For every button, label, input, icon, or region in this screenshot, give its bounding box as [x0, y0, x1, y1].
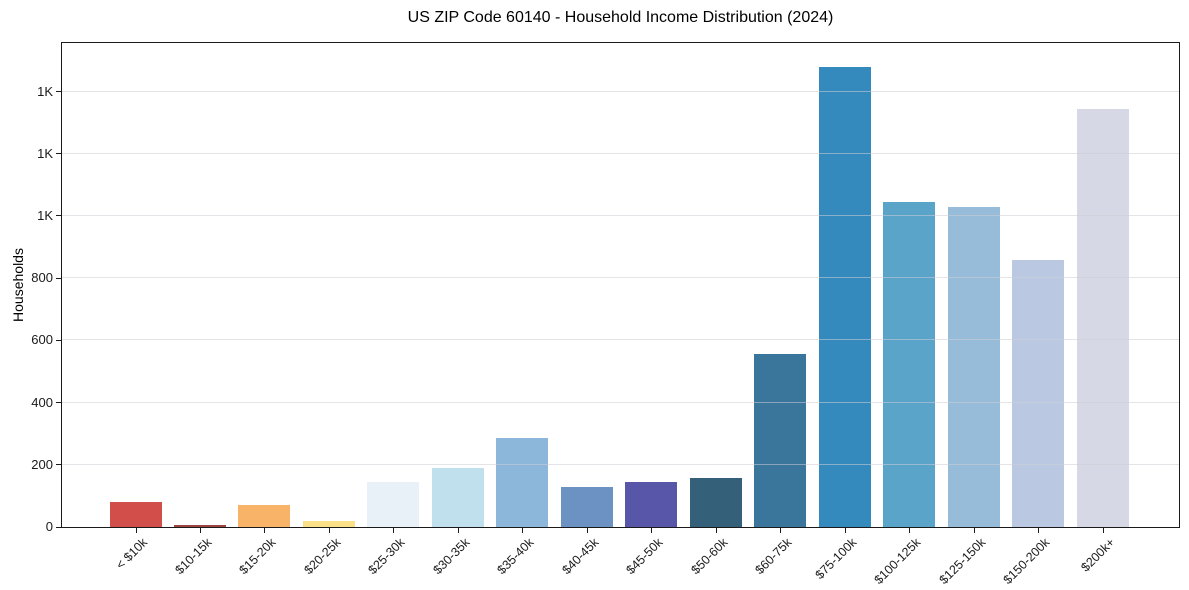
y-tick-label: 0 [45, 519, 53, 534]
y-tick-mark [56, 464, 61, 466]
x-tick-mark [586, 528, 588, 533]
x-tick-mark [457, 528, 459, 533]
bar-60-75k [754, 354, 807, 527]
bar-20-25k [302, 520, 355, 527]
x-tick-label: $20-25k [301, 535, 344, 578]
x-tick-label: $125-150k [936, 535, 989, 587]
x-tick-label: $200k+ [1077, 535, 1118, 575]
bar-30-35k [431, 467, 484, 527]
x-tick-label: $40-45k [559, 535, 602, 578]
x-tick-label: $10-15k [172, 535, 215, 578]
x-tick-mark [264, 528, 266, 533]
gridline-800 [62, 277, 1179, 279]
bar-45-50k [625, 481, 678, 527]
x-tick-mark [328, 528, 330, 533]
x-tick-label: $50-60k [688, 535, 731, 578]
bar-125-150k [947, 206, 1000, 527]
gridline-1000 [62, 214, 1179, 216]
plot-area [61, 42, 1180, 528]
y-tick-mark [56, 339, 61, 341]
bar-10k [109, 502, 162, 527]
gridline-200 [62, 463, 1179, 465]
gridline-1400 [62, 90, 1179, 92]
y-tick-mark [56, 91, 61, 93]
x-tick-label: $25-30k [365, 535, 408, 578]
y-tick-label: 200 [31, 456, 53, 472]
x-tick-label: $60-75k [752, 535, 795, 578]
y-tick-label: 1K [37, 145, 53, 161]
x-tick-label: $35-40k [494, 535, 537, 578]
x-tick-mark [844, 528, 846, 533]
x-tick-mark [1102, 528, 1104, 533]
bar-100-125k [883, 201, 936, 527]
y-axis-label: Households [10, 248, 26, 322]
x-tick-label: $150-200k [1000, 535, 1053, 587]
y-tick-label: 400 [31, 394, 53, 410]
x-tick-mark [199, 528, 201, 533]
bar-40-45k [560, 486, 613, 527]
x-tick-mark [393, 528, 395, 533]
bar-25-30k [367, 481, 420, 527]
gridline-600 [62, 339, 1179, 341]
bar-35-40k [496, 438, 549, 527]
bar-50-60k [689, 477, 742, 527]
x-tick-label: $100-125k [871, 535, 924, 587]
chart-title: US ZIP Code 60140 - Household Income Dis… [407, 9, 834, 26]
x-tick-label: $45-50k [623, 535, 666, 578]
y-tick-label: 600 [31, 332, 53, 348]
bar-10-15k [173, 524, 226, 527]
gridline-1200 [62, 152, 1179, 154]
bar-75-100k [818, 66, 871, 527]
x-tick-mark [135, 528, 137, 533]
y-tick-mark [56, 277, 61, 279]
x-tick-mark [909, 528, 911, 533]
y-tick-label: 1K [37, 207, 53, 223]
x-tick-mark [1038, 528, 1040, 533]
x-tick-mark [973, 528, 975, 533]
x-tick-label: $30-35k [430, 535, 473, 578]
y-tick-mark [56, 526, 61, 528]
x-tick-label: < $10k [113, 535, 150, 572]
x-tick-label: $15-20k [236, 535, 279, 578]
bar-150-200k [1012, 260, 1065, 527]
y-tick-mark [56, 402, 61, 404]
x-tick-mark [780, 528, 782, 533]
x-tick-label: $75-100k [812, 535, 860, 583]
gridline-400 [62, 401, 1179, 403]
y-tick-mark [56, 153, 61, 155]
bar-15-20k [238, 505, 291, 527]
y-tick-label: 1K [37, 83, 53, 99]
x-tick-mark [522, 528, 524, 533]
bar-200k [1076, 108, 1129, 527]
x-tick-mark [651, 528, 653, 533]
y-tick-mark [56, 215, 61, 217]
x-tick-mark [715, 528, 717, 533]
y-tick-label: 800 [31, 270, 53, 286]
